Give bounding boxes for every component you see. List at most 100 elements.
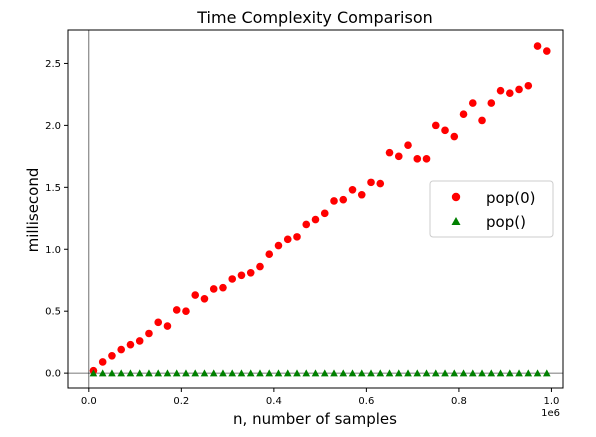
pop-point [108, 369, 116, 377]
pop0-point [182, 307, 190, 315]
x-tick-label: 1.0 [543, 396, 559, 407]
legend-marker-pop0 [451, 192, 461, 202]
pop-point [543, 369, 551, 377]
pop0-point [441, 126, 449, 135]
pop-point [126, 369, 135, 377]
pop-point [441, 369, 449, 377]
pop0-point [515, 85, 523, 94]
pop-point [367, 369, 375, 377]
pop0-point [348, 185, 357, 194]
y-tick-label: 0.5 [45, 307, 61, 318]
pop-point [413, 369, 422, 377]
pop-point [163, 369, 172, 377]
pop0-point [256, 262, 264, 271]
pop0-point [487, 99, 496, 107]
pop0-point [293, 233, 301, 241]
pop-point [468, 369, 477, 377]
x-axis-label: n, number of samples [233, 410, 397, 428]
x-tick-label: 0.0 [81, 396, 97, 407]
pop-point [145, 369, 153, 377]
pop-point [404, 369, 412, 377]
pop-point [274, 369, 283, 377]
x-axis-offset-text: 1e6 [541, 408, 560, 419]
pop0-point [274, 241, 283, 250]
pop-point [524, 369, 533, 377]
pop-point [246, 369, 255, 377]
pop0-point [468, 99, 477, 107]
pop-point [515, 369, 523, 377]
pop-point [487, 369, 496, 377]
pop-point [200, 369, 209, 377]
pop0-point [357, 190, 366, 199]
legend-label-pop: pop() [486, 213, 526, 231]
pop-point [320, 369, 329, 377]
chart-title: Time Complexity Comparison [196, 8, 433, 27]
pop0-point [431, 121, 440, 130]
x-tick-label: 0.2 [173, 396, 189, 407]
y-axis-ticks: 0.0 0.5 1.0 1.5 2.0 2.5 [45, 59, 68, 380]
pop0-point [413, 155, 422, 163]
legend-label-pop0: pop(0) [486, 189, 535, 207]
pop0-point [505, 89, 514, 97]
x-tick-label: 0.4 [266, 396, 282, 407]
series-markers [89, 42, 551, 377]
pop-point [339, 369, 348, 377]
series-pop [89, 369, 551, 377]
pop-point [256, 369, 264, 377]
pop-point [98, 369, 107, 377]
pop-point [311, 369, 320, 377]
pop0-point [524, 81, 533, 90]
pop-point [450, 369, 459, 377]
pop0-point [385, 148, 394, 157]
legend-frame [429, 180, 554, 238]
pop-point [431, 369, 440, 377]
pop0-point [126, 340, 135, 349]
pop-point [348, 369, 357, 377]
pop-point [459, 369, 468, 377]
pop-point [283, 369, 292, 377]
pop0-point [367, 178, 375, 187]
pop-point [505, 369, 514, 377]
pop-point [478, 369, 486, 377]
x-tick-label: 0.6 [358, 396, 374, 407]
pop-point [219, 369, 227, 377]
pop-point [496, 369, 505, 377]
legend: pop(0) pop() [429, 180, 554, 238]
pop0-point [135, 337, 144, 345]
pop-point [293, 369, 301, 377]
series-pop0 [89, 42, 551, 375]
pop0-point [98, 358, 107, 366]
pop0-point [237, 271, 246, 280]
pop0-point [154, 318, 163, 327]
legend-marker-pop [451, 217, 461, 225]
pop-point [117, 369, 126, 377]
pop0-point [404, 141, 412, 150]
pop0-point [478, 116, 486, 125]
pop0-point [543, 47, 551, 55]
pop0-point [450, 132, 459, 141]
pop-point [172, 369, 181, 377]
x-tick-label: 0.8 [451, 396, 467, 407]
y-tick-label: 2.5 [45, 59, 61, 70]
pop0-point [376, 179, 385, 188]
pop-point [376, 369, 385, 377]
pop0-point [163, 322, 172, 330]
pop-point [237, 369, 246, 377]
pop0-point [394, 152, 403, 161]
pop0-point [422, 155, 431, 163]
pop0-point [108, 351, 116, 360]
pop-point [154, 369, 163, 377]
pop0-point [172, 306, 181, 314]
pop0-point [283, 235, 292, 244]
pop0-point [265, 250, 274, 259]
pop-point [265, 369, 274, 377]
pop0-point [209, 285, 218, 293]
pop0-point [145, 329, 153, 338]
pop-point [182, 369, 190, 377]
y-tick-label: 2.0 [45, 121, 61, 132]
y-tick-label: 1.5 [45, 183, 61, 194]
y-axis-label: millisecond [24, 168, 42, 253]
pop-point [533, 369, 542, 377]
